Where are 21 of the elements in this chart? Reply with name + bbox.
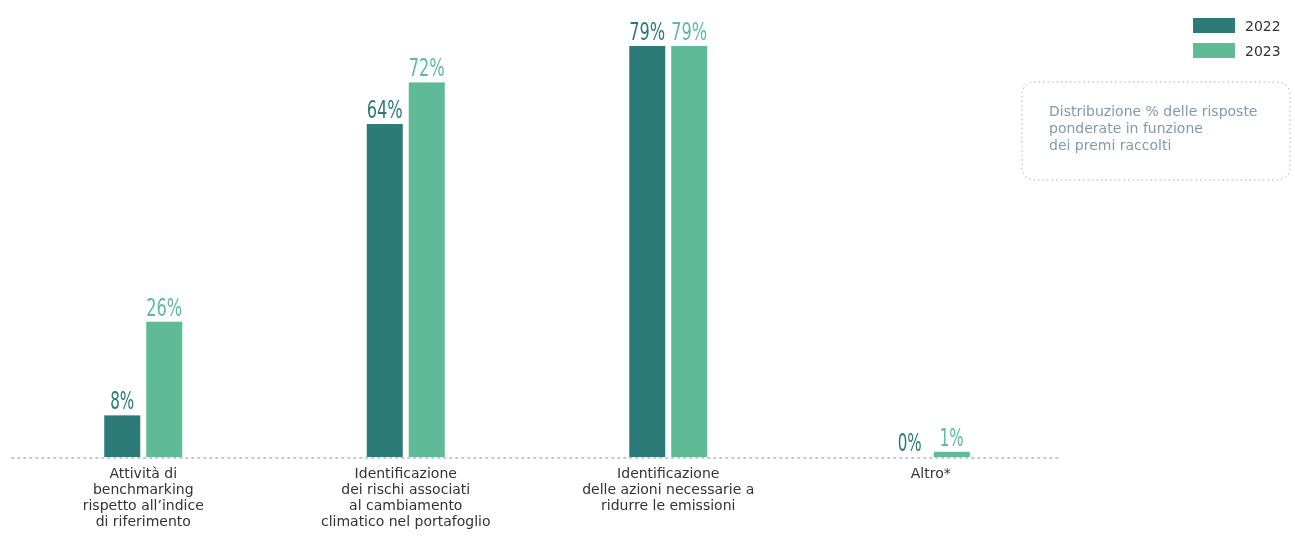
data-label: 1% (939, 423, 975, 452)
bar (629, 46, 666, 457)
legend-label: 2023 (1245, 43, 1281, 59)
data-label: 79% (671, 18, 720, 46)
bar (366, 124, 403, 457)
legend-label: 2022 (1245, 18, 1281, 34)
bar (933, 451, 970, 457)
data-label: 0% (897, 429, 933, 457)
x-tick-label: Identificazione delle azioni necessarie a ridurre le emissioni (582, 465, 755, 513)
bar (408, 82, 445, 457)
x-tick-label: Altro* (910, 465, 951, 481)
x-tick-label: Identificazione dei rischi associati al cambiamento climatico nel portafoglio (320, 465, 491, 529)
data-label: 8% (110, 387, 145, 416)
bar (146, 321, 183, 457)
annotation: Distribuzione % delle risposte ponderate in funzione dei premi raccolti (1049, 103, 1258, 153)
data-label: 72% (408, 54, 457, 83)
bar (671, 46, 708, 457)
x-tick-label: Attività di benchmarking rispetto all’indice di riferimento (82, 465, 204, 529)
data-label: 64% (366, 96, 415, 125)
bar (104, 415, 141, 457)
data-label: 26% (146, 293, 195, 322)
